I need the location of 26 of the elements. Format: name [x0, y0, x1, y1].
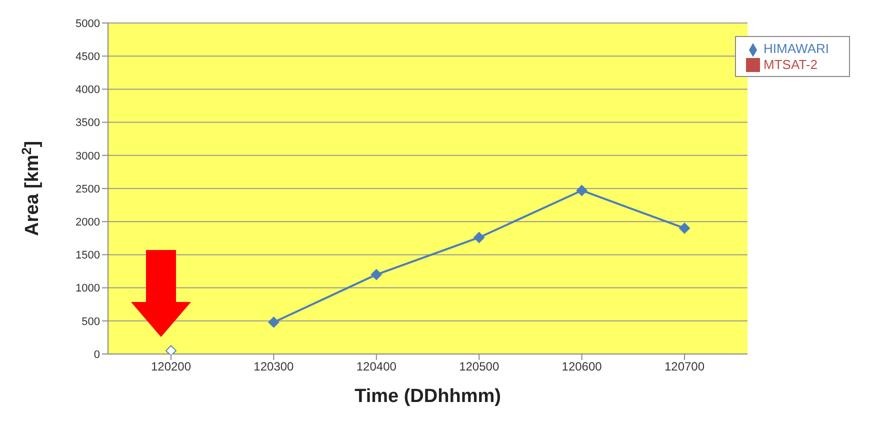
point	[474, 232, 485, 243]
y-tick-label: 500	[82, 316, 100, 328]
y-tick-label: 3500	[76, 117, 100, 130]
y-tick-label: 4000	[76, 84, 100, 96]
x-tick-label: 120500	[459, 360, 500, 374]
x-tick-label: 120700	[664, 360, 705, 374]
x-tick-label: 120200	[150, 360, 192, 374]
point	[679, 222, 690, 234]
y-tick-label: 1500	[76, 250, 100, 262]
y-tick-label: 2000	[76, 216, 100, 229]
point	[268, 316, 280, 328]
y-tick-label: 2500	[76, 183, 100, 196]
y-tick-label: 5000	[76, 18, 100, 30]
y-tick-label: 0	[94, 348, 100, 361]
y-tick-label: 3000	[76, 150, 100, 162]
x-tick-label: 120400	[356, 360, 397, 374]
y-tick-label: 1000	[76, 282, 100, 295]
y-tick-label: 4500	[76, 51, 100, 64]
point	[166, 345, 176, 354]
x-axis-title: Time (DDhhmm)	[354, 386, 501, 407]
x-tick-label: 120600	[562, 360, 602, 374]
point	[576, 184, 588, 196]
x-tick-label: 120300	[254, 360, 294, 374]
legend-label: MTSAT-2	[764, 56, 818, 72]
legend-label: HIMAWARI	[764, 41, 829, 56]
point	[370, 269, 382, 280]
